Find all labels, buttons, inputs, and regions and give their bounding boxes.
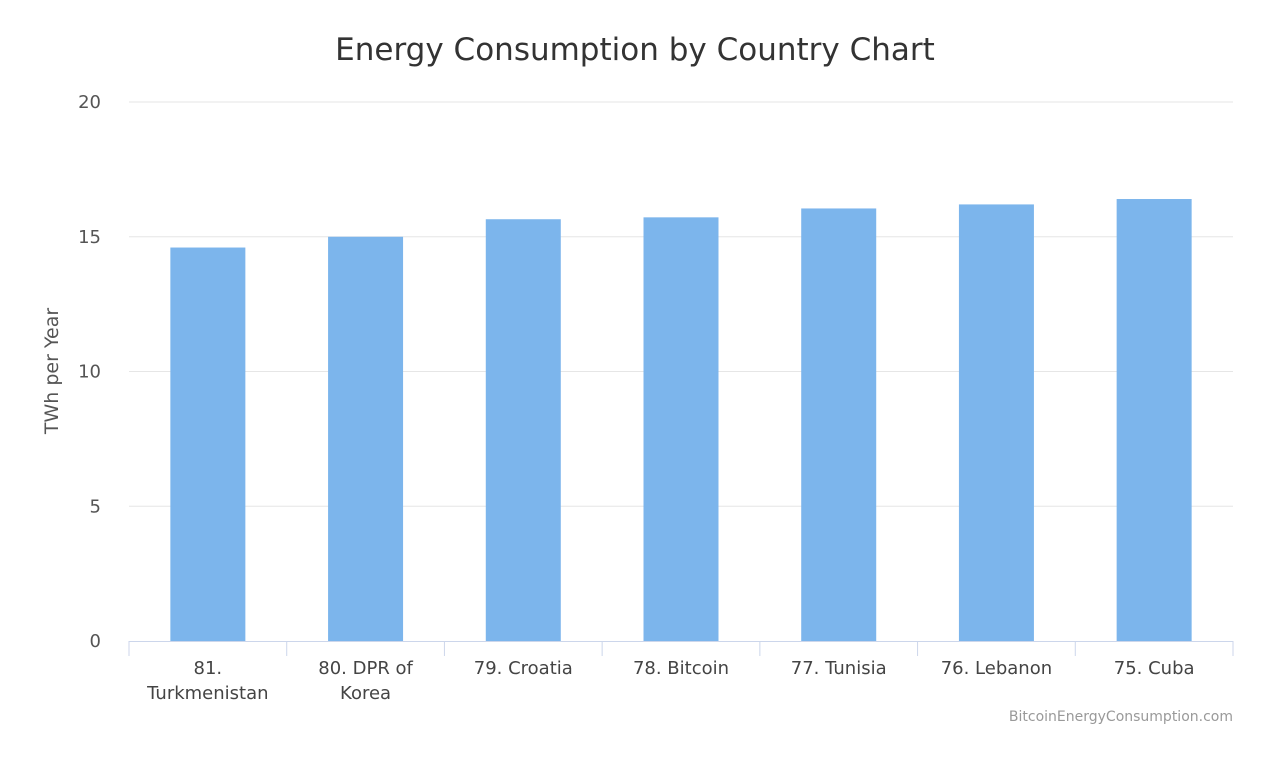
x-category-label: 78. Bitcoin xyxy=(633,658,729,679)
x-axis xyxy=(128,641,1234,656)
x-category-label: 81. Turkmenistan xyxy=(146,658,268,704)
bar[interactable] xyxy=(170,247,246,641)
x-category-label-line: 79. Croatia xyxy=(474,658,573,679)
bar[interactable] xyxy=(328,236,404,641)
x-category-label-line: 80. DPR of xyxy=(318,658,413,679)
x-category-label-line: 77. Tunisia xyxy=(791,658,887,679)
bar[interactable] xyxy=(643,217,719,641)
y-tick-label: 5 xyxy=(90,496,101,517)
x-category-label-line: 75. Cuba xyxy=(1114,658,1195,679)
x-category-label-line: 76. Lebanon xyxy=(941,658,1052,679)
bar[interactable] xyxy=(485,219,561,642)
bar[interactable] xyxy=(958,204,1034,641)
y-tick-label: 10 xyxy=(78,362,101,383)
y-tick-label: 15 xyxy=(78,227,101,248)
y-axis-label: TWh per Year xyxy=(41,308,63,435)
chart-title: Energy Consumption by Country Chart xyxy=(335,32,935,68)
y-axis-ticks: 0 5 10 15 20 xyxy=(78,92,101,652)
x-category-label-line: 81. xyxy=(194,658,223,679)
y-tick-label: 0 xyxy=(90,631,101,652)
x-axis-category-labels: 81. Turkmenistan 80. DPR of Korea 79. Croati… xyxy=(146,658,1194,704)
x-category-label: 80. DPR of Korea xyxy=(318,658,413,704)
x-category-label-line: Korea xyxy=(340,683,391,704)
x-category-label: 76. Lebanon xyxy=(941,658,1052,679)
chart-credit[interactable]: BitcoinEnergyConsumption.com xyxy=(1009,709,1233,725)
bar[interactable] xyxy=(1116,199,1192,641)
x-category-label: 79. Croatia xyxy=(474,658,573,679)
bar[interactable] xyxy=(801,208,877,641)
x-category-label-line: Turkmenistan xyxy=(146,683,268,704)
bars xyxy=(170,199,1192,642)
y-tick-label: 20 xyxy=(78,92,101,113)
x-category-label: 75. Cuba xyxy=(1114,658,1195,679)
x-category-label-line: 78. Bitcoin xyxy=(633,658,729,679)
x-category-label: 77. Tunisia xyxy=(791,658,887,679)
